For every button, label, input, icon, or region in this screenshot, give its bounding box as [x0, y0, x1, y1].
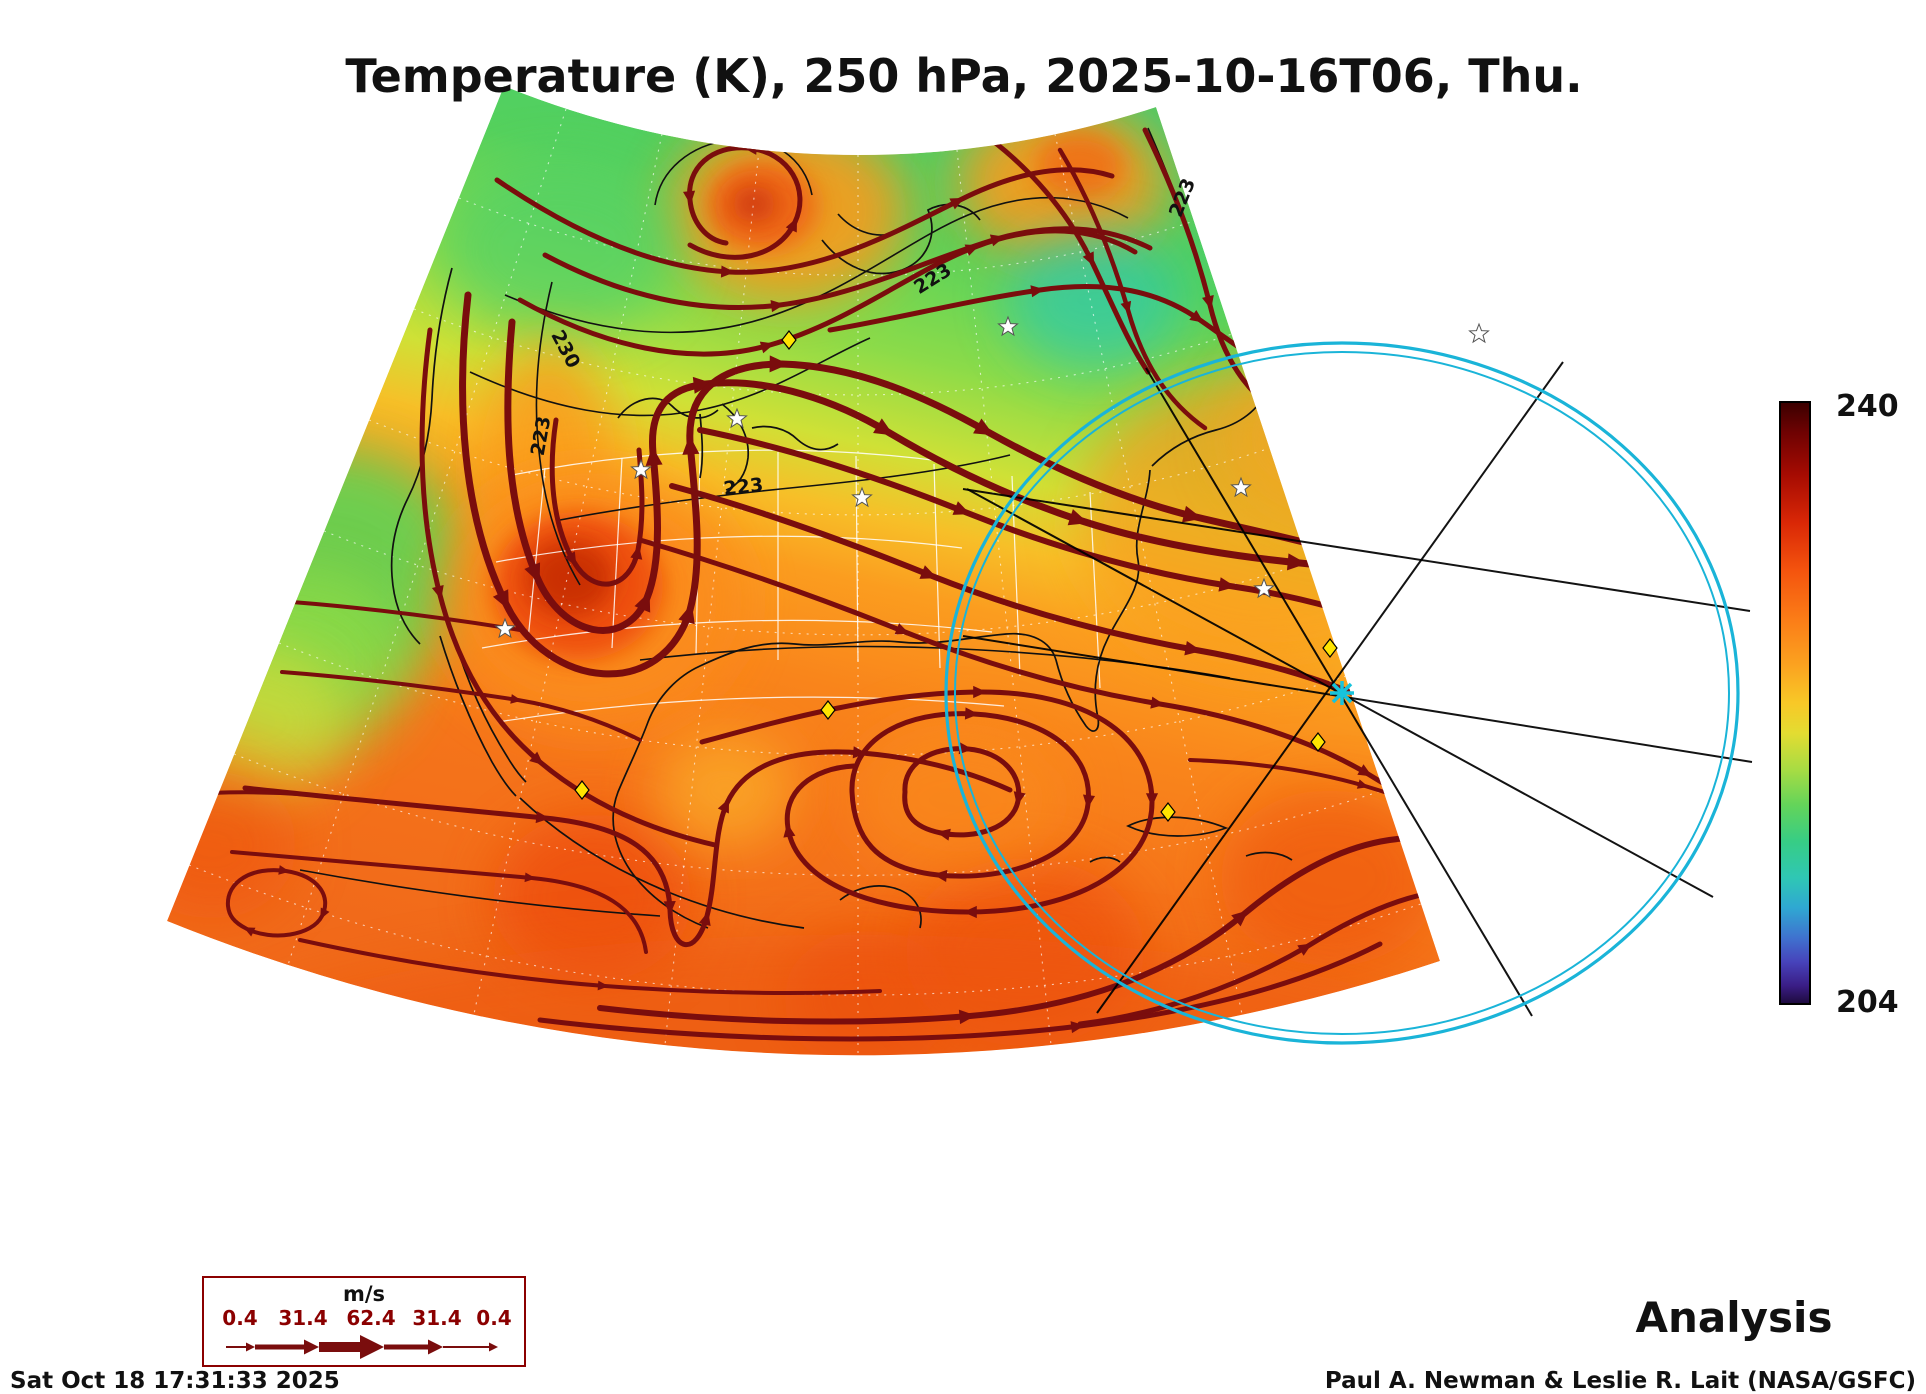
- wind-legend-value: 31.4: [412, 1306, 461, 1330]
- footer-credit: Paul A. Newman & Leslie R. Lait (NASA/GS…: [1325, 1368, 1916, 1394]
- station-diamond-marker: [1160, 802, 1176, 822]
- wind-speed-legend: m/s 0.4 31.4 62.4 31.4 0.4: [202, 1276, 526, 1367]
- contour-label: 223: [722, 474, 764, 500]
- wind-speed-arrow-scale: [226, 1335, 498, 1359]
- analysis-label: Analysis: [1636, 1293, 1833, 1342]
- station-diamond-marker: [781, 330, 797, 350]
- location-star-marker: [1253, 577, 1275, 599]
- location-star-marker: [997, 315, 1019, 337]
- wind-legend-value: 62.4: [346, 1306, 395, 1330]
- station-diamond-marker: [1322, 638, 1338, 658]
- station-diamond-marker: [820, 700, 836, 720]
- location-star-marker: [494, 617, 516, 639]
- location-star-marker: [630, 458, 652, 480]
- location-star-marker: [1230, 476, 1252, 498]
- page-title: Temperature (K), 250 hPa, 2025-10-16T06,…: [345, 49, 1582, 103]
- station-diamond-marker: [1310, 732, 1326, 752]
- station-diamond-marker: [574, 780, 590, 800]
- range-circle: [944, 341, 1740, 1045]
- colorbar-min-label: 204: [1836, 985, 1899, 1020]
- location-star-marker: [851, 486, 873, 508]
- footer-timestamp: Sat Oct 18 17:31:33 2025: [10, 1368, 340, 1394]
- wind-legend-units: m/s: [343, 1282, 385, 1306]
- location-star-marker: [1468, 322, 1490, 344]
- colorbar: 240 204: [1779, 389, 1899, 1020]
- wind-legend-value: 31.4: [278, 1306, 327, 1330]
- wind-legend-value: 0.4: [222, 1306, 257, 1330]
- wind-legend-value: 0.4: [476, 1306, 511, 1330]
- colorbar-max-label: 240: [1836, 389, 1899, 424]
- circle-center-marker: [1330, 681, 1354, 705]
- location-star-marker: [726, 407, 748, 429]
- colorbar-gradient: [1779, 401, 1811, 1005]
